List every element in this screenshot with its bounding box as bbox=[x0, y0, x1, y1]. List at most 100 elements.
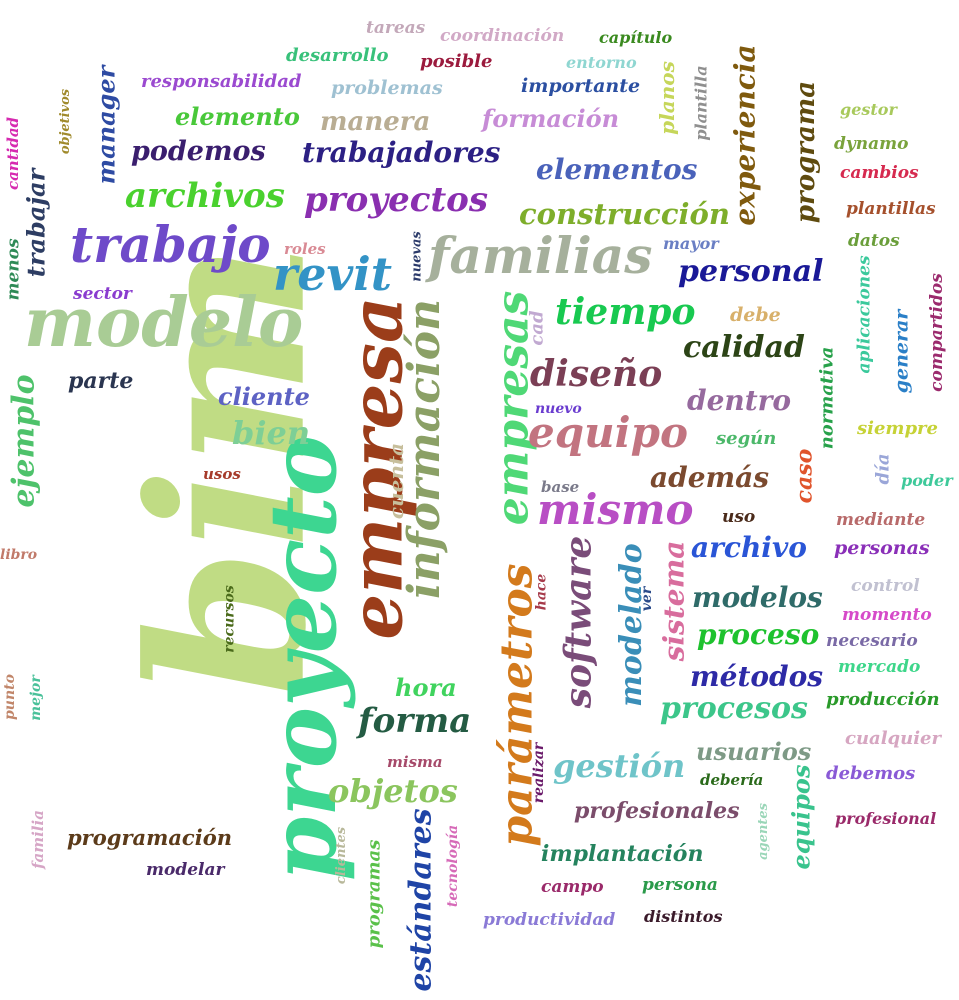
word: podemos bbox=[131, 136, 266, 167]
word: además bbox=[650, 461, 770, 494]
word: desarrollo bbox=[286, 45, 389, 66]
word: trabajo bbox=[70, 215, 271, 274]
word: programación bbox=[67, 825, 232, 850]
word: necesario bbox=[826, 631, 918, 651]
word: generar bbox=[890, 309, 913, 394]
word: trabajadores bbox=[302, 136, 501, 169]
word: plantillas bbox=[846, 199, 936, 219]
word: familia bbox=[28, 810, 47, 869]
word: plantilla bbox=[691, 65, 711, 141]
word: realizar bbox=[531, 742, 548, 804]
word: según bbox=[716, 428, 777, 449]
word: modelado bbox=[613, 543, 649, 707]
word: caso bbox=[791, 448, 818, 504]
word: ver bbox=[639, 586, 656, 612]
word: libro bbox=[0, 547, 38, 563]
word: gestión bbox=[553, 747, 686, 785]
word: cliente bbox=[218, 382, 310, 411]
word: calidad bbox=[683, 330, 805, 365]
word: métodos bbox=[690, 660, 824, 693]
word: información bbox=[399, 298, 451, 600]
word: tiempo bbox=[555, 291, 696, 333]
word: manera bbox=[320, 107, 431, 137]
word: sector bbox=[73, 284, 132, 304]
word: mayor bbox=[663, 234, 719, 253]
word: familias bbox=[428, 226, 653, 285]
word: debería bbox=[700, 771, 764, 789]
word: productividad bbox=[483, 910, 616, 930]
word: equipos bbox=[786, 764, 816, 870]
word: programas bbox=[363, 839, 385, 949]
word: responsabilidad bbox=[141, 71, 302, 92]
word: dynamo bbox=[834, 134, 909, 154]
word: cuenta bbox=[384, 442, 409, 520]
word: elementos bbox=[536, 153, 698, 186]
word: programa bbox=[791, 80, 822, 224]
word: persona bbox=[642, 875, 718, 895]
word: diseño bbox=[530, 353, 663, 395]
word: posible bbox=[420, 51, 493, 72]
word: archivo bbox=[691, 531, 807, 564]
word: misma bbox=[387, 753, 443, 771]
word: gestor bbox=[840, 100, 897, 119]
word: ejemplo bbox=[6, 374, 42, 508]
word: modelos bbox=[692, 581, 823, 614]
word: base bbox=[541, 478, 580, 496]
word: personal bbox=[678, 254, 824, 289]
word: roles bbox=[284, 240, 326, 258]
word: tecnología bbox=[445, 824, 462, 908]
word: profesionales bbox=[574, 798, 740, 824]
word: mejor bbox=[27, 675, 44, 721]
word: recursos bbox=[221, 585, 238, 653]
word: tareas bbox=[366, 18, 426, 38]
word: formación bbox=[482, 104, 620, 133]
word: usuarios bbox=[696, 737, 812, 766]
word: nuevas bbox=[409, 231, 425, 282]
word: importante bbox=[521, 75, 641, 97]
word: poder bbox=[901, 471, 953, 490]
word: cambios bbox=[840, 163, 919, 183]
word: agentes bbox=[755, 803, 771, 860]
word: sistema bbox=[657, 540, 691, 662]
word: capítulo bbox=[599, 28, 673, 47]
word: software bbox=[557, 535, 600, 709]
word: momento bbox=[842, 605, 932, 625]
word: normativa bbox=[816, 346, 838, 450]
word: cad bbox=[526, 310, 548, 346]
word: modelo bbox=[24, 283, 304, 363]
word: archivos bbox=[125, 176, 285, 216]
word: experiencia bbox=[728, 44, 762, 226]
word: implantación bbox=[541, 841, 704, 867]
word: siempre bbox=[857, 418, 938, 439]
word: clientes bbox=[334, 826, 350, 885]
word: compartidos bbox=[926, 273, 947, 392]
word: problemas bbox=[331, 77, 443, 99]
word: distintos bbox=[644, 907, 723, 926]
word: objetivos bbox=[58, 88, 74, 155]
word: debe bbox=[730, 304, 781, 326]
word: manager bbox=[91, 65, 121, 185]
word: día bbox=[872, 453, 894, 485]
word: debemos bbox=[826, 763, 916, 784]
word: elemento bbox=[175, 102, 300, 131]
word: mismo bbox=[537, 485, 694, 534]
word: trabajar bbox=[21, 168, 51, 278]
word: hace bbox=[533, 573, 550, 611]
word: aplicaciones bbox=[854, 255, 875, 374]
word: personas bbox=[834, 537, 930, 559]
word: equipo bbox=[528, 408, 688, 457]
word: producción bbox=[826, 689, 940, 710]
word: procesos bbox=[660, 691, 808, 726]
word: coordinación bbox=[440, 26, 565, 46]
word: dentro bbox=[687, 384, 792, 417]
word: uso bbox=[722, 507, 756, 527]
word: punto bbox=[1, 674, 18, 720]
word: bien bbox=[232, 414, 311, 452]
word: mercado bbox=[838, 657, 921, 677]
word: objetos bbox=[328, 772, 458, 810]
word: entorno bbox=[566, 53, 637, 72]
word: profesional bbox=[835, 809, 937, 828]
word: parte bbox=[68, 368, 134, 394]
word: planos bbox=[654, 61, 679, 135]
